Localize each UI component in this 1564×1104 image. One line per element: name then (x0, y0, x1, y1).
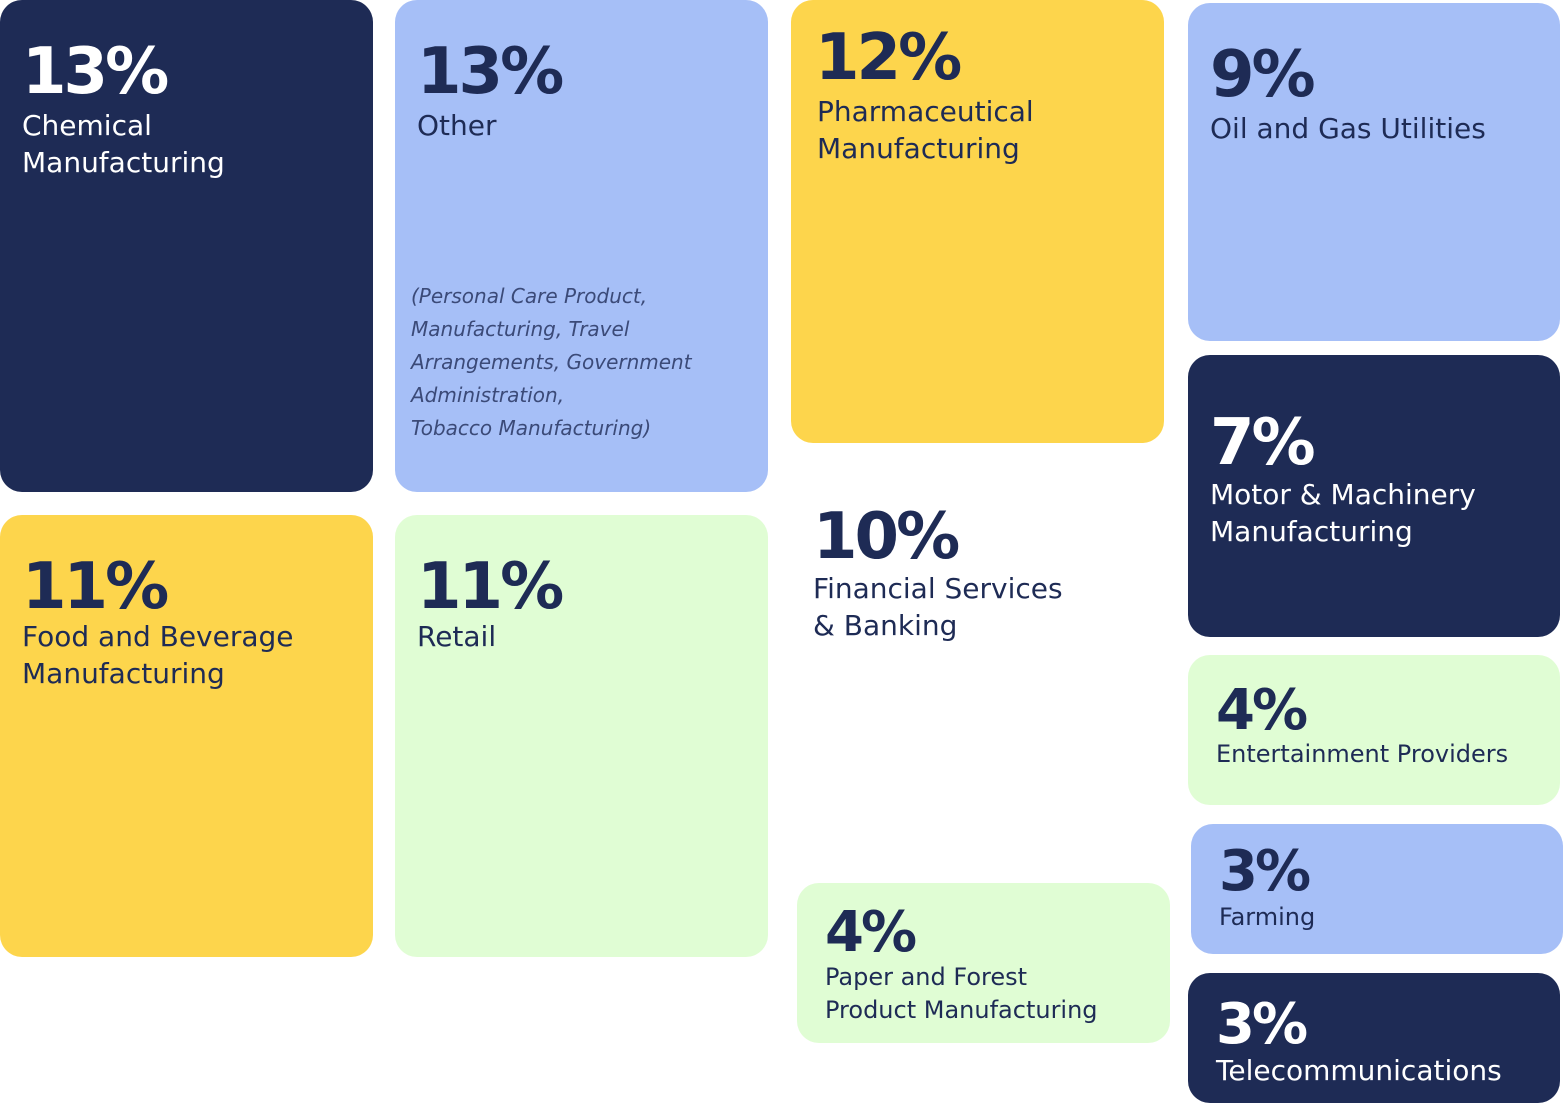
tile-other: 13% Other (Personal Care Product, Manufa… (395, 0, 768, 492)
tile-motor-machinery-manufacturing: 7% Motor & Machinery Manufacturing (1188, 355, 1560, 637)
tile-percentage: 12% (815, 21, 962, 95)
tile-percentage: 13% (22, 35, 169, 109)
tile-label: Entertainment Providers (1216, 740, 1509, 768)
tile-label: Oil and Gas Utilities (1210, 112, 1486, 145)
tile-percentage: 11% (22, 550, 169, 624)
tile-label: Paper and Forest Product Manufacturing (825, 963, 1098, 1024)
tile-chemical-manufacturing: 13% Chemical Manufacturing (0, 0, 373, 492)
tile-oil-and-gas-utilities: 9% Oil and Gas Utilities (1188, 3, 1560, 341)
tile-percentage: 3% (1216, 992, 1308, 1057)
tile-paper-and-forest-product-manufacturing: 4% Paper and Forest Product Manufacturin… (797, 883, 1170, 1043)
tile-percentage: 4% (1216, 678, 1308, 743)
tile-percentage: 9% (1210, 38, 1316, 112)
tile-percentage: 13% (417, 35, 564, 109)
tile-label: Retail (417, 620, 497, 653)
tile-note: (Personal Care Product, Manufacturing, T… (411, 284, 692, 440)
tile-retail: 11% Retail (395, 515, 768, 957)
tile-label: Pharmaceutical Manufacturing (817, 95, 1034, 165)
tile-percentage: 11% (417, 550, 564, 624)
tile-label: Farming (1219, 903, 1316, 931)
tile-entertainment-providers: 4% Entertainment Providers (1188, 655, 1560, 805)
tile-label: Chemical Manufacturing (22, 109, 225, 179)
tile-label: Other (417, 109, 497, 142)
tile-percentage: 10% (813, 500, 960, 574)
tile-label: Motor & Machinery Manufacturing (1210, 478, 1476, 548)
tile-farming: 3% Farming (1191, 824, 1563, 954)
tile-pharmaceutical-manufacturing: 12% Pharmaceutical Manufacturing (791, 0, 1164, 443)
tile-label: Financial Services & Banking (813, 572, 1063, 642)
tile-financial-services-banking: 10% Financial Services & Banking (791, 465, 1164, 863)
tile-percentage: 3% (1219, 839, 1311, 904)
tile-label: Telecommunications (1216, 1054, 1502, 1087)
tile-label: Food and Beverage Manufacturing (22, 620, 294, 690)
tile-food-and-beverage-manufacturing: 11% Food and Beverage Manufacturing (0, 515, 373, 957)
tile-telecommunications: 3% Telecommunications (1188, 973, 1560, 1103)
tile-percentage: 4% (825, 900, 917, 965)
tile-percentage: 7% (1210, 406, 1316, 480)
